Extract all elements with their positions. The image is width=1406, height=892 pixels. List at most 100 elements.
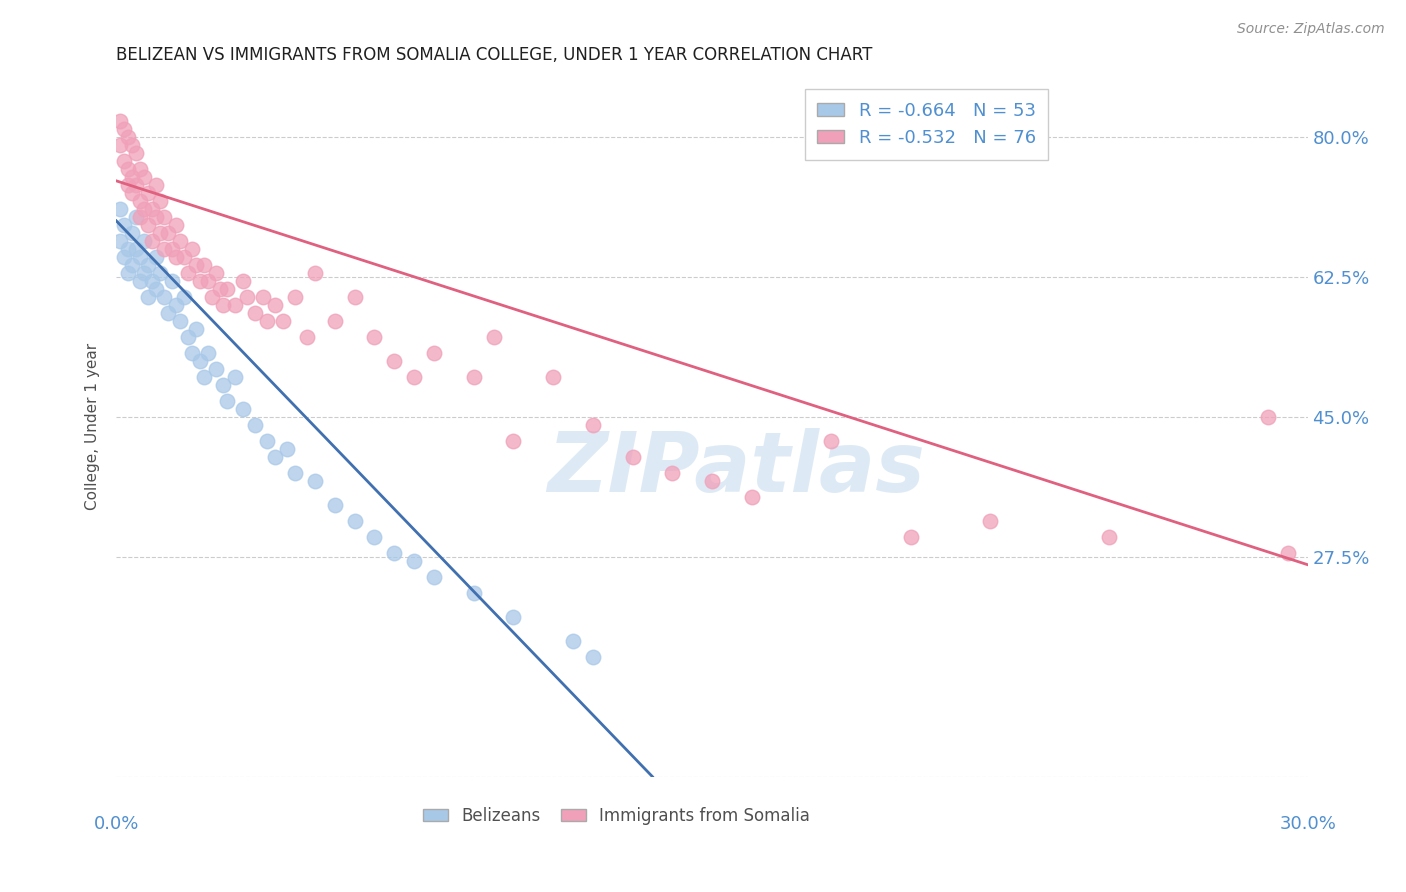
Point: [700, 474, 723, 488]
Point: [900, 530, 922, 544]
Point: [165, 218, 187, 232]
Point: [121, 169, 143, 184]
Point: [423, 345, 446, 359]
Point: [271, 314, 294, 328]
Point: [141, 202, 163, 216]
Point: [582, 649, 605, 664]
Point: [252, 290, 274, 304]
Point: [582, 417, 605, 432]
Point: [121, 186, 143, 200]
Point: [264, 298, 287, 312]
Point: [149, 266, 172, 280]
Point: [132, 202, 155, 216]
Point: [125, 145, 148, 160]
Text: ZIPatlas: ZIPatlas: [547, 428, 925, 509]
Point: [112, 250, 135, 264]
Point: [110, 137, 132, 152]
Point: [188, 274, 211, 288]
Point: [129, 194, 152, 208]
Point: [121, 137, 143, 152]
Point: [112, 218, 135, 232]
Point: [236, 290, 259, 304]
Point: [141, 234, 163, 248]
Point: [129, 210, 152, 224]
Point: [276, 442, 298, 456]
Point: [121, 258, 143, 272]
Point: [110, 234, 132, 248]
Point: [502, 434, 524, 448]
Point: [1277, 546, 1299, 560]
Point: [363, 330, 385, 344]
Point: [323, 314, 346, 328]
Point: [343, 514, 366, 528]
Point: [212, 298, 235, 312]
Text: Source: ZipAtlas.com: Source: ZipAtlas.com: [1237, 22, 1385, 37]
Point: [165, 298, 187, 312]
Point: [125, 242, 148, 256]
Point: [160, 274, 183, 288]
Point: [323, 498, 346, 512]
Point: [204, 266, 226, 280]
Point: [136, 186, 159, 200]
Point: [173, 290, 195, 304]
Point: [482, 330, 505, 344]
Point: [363, 530, 385, 544]
Point: [661, 466, 683, 480]
Point: [232, 401, 254, 416]
Point: [160, 242, 183, 256]
Point: [256, 434, 278, 448]
Point: [193, 258, 215, 272]
Point: [404, 554, 426, 568]
Legend: Belizeans, Immigrants from Somalia: Belizeans, Immigrants from Somalia: [416, 800, 817, 831]
Point: [156, 306, 179, 320]
Point: [117, 178, 139, 192]
Text: 30.0%: 30.0%: [1279, 815, 1336, 833]
Point: [264, 450, 287, 464]
Point: [112, 121, 135, 136]
Point: [173, 250, 195, 264]
Point: [621, 450, 644, 464]
Point: [184, 258, 207, 272]
Point: [404, 369, 426, 384]
Point: [149, 194, 172, 208]
Point: [197, 345, 219, 359]
Point: [112, 153, 135, 168]
Point: [212, 377, 235, 392]
Point: [180, 242, 202, 256]
Point: [463, 585, 485, 599]
Point: [245, 306, 267, 320]
Point: [169, 314, 191, 328]
Point: [156, 226, 179, 240]
Text: 0.0%: 0.0%: [94, 815, 139, 833]
Point: [149, 226, 172, 240]
Point: [177, 330, 200, 344]
Point: [382, 546, 405, 560]
Point: [141, 274, 163, 288]
Point: [1098, 530, 1121, 544]
Point: [169, 234, 191, 248]
Point: [208, 282, 231, 296]
Point: [184, 322, 207, 336]
Point: [820, 434, 842, 448]
Point: [129, 274, 152, 288]
Point: [153, 210, 176, 224]
Point: [132, 234, 155, 248]
Point: [256, 314, 278, 328]
Point: [132, 169, 155, 184]
Point: [125, 210, 148, 224]
Point: [117, 161, 139, 176]
Point: [217, 282, 239, 296]
Point: [129, 161, 152, 176]
Point: [204, 361, 226, 376]
Point: [562, 633, 585, 648]
Point: [284, 290, 307, 304]
Point: [110, 114, 132, 128]
Point: [193, 369, 215, 384]
Point: [177, 266, 200, 280]
Point: [304, 266, 326, 280]
Point: [979, 514, 1001, 528]
Point: [145, 178, 167, 192]
Point: [132, 266, 155, 280]
Point: [197, 274, 219, 288]
Point: [165, 250, 187, 264]
